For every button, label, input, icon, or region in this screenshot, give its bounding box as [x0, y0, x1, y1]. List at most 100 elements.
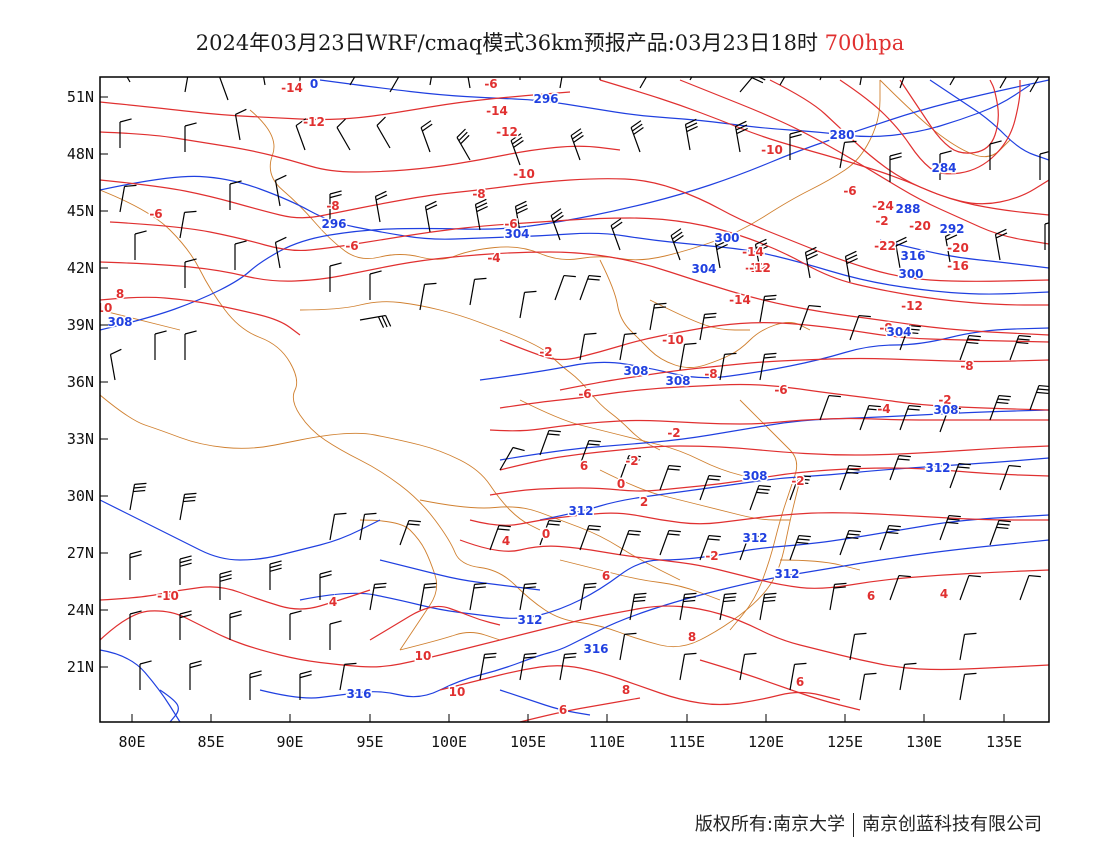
wind-barb-icon — [339, 662, 357, 691]
height-label: 304 — [504, 227, 529, 241]
wind-barb-icon — [619, 332, 637, 361]
wind-barb-icon — [959, 632, 977, 661]
temperature-label: -8 — [472, 187, 485, 201]
temperature-contour — [679, 79, 1049, 245]
wind-barb-icon — [670, 228, 684, 261]
temperature-label: -14 — [742, 245, 764, 259]
temperature-contour — [499, 322, 1049, 361]
temperature-contour — [459, 539, 1049, 589]
wind-barb-icon — [369, 582, 387, 611]
lon-tick-label: 120E — [748, 733, 784, 751]
temperature-label: -8 — [960, 359, 973, 373]
wind-barb-icon — [429, 77, 433, 86]
wind-barb-icon — [299, 77, 301, 90]
wind-barb-icon — [369, 270, 382, 300]
wind-barb-icon — [989, 140, 1002, 170]
wind-barb-icon — [479, 652, 497, 681]
wind-barb-icon — [959, 574, 981, 601]
wind-barb-icon — [424, 200, 438, 233]
temperature-contour — [769, 79, 1049, 205]
wind-barb-icon — [610, 218, 623, 251]
wind-barb-icon — [234, 240, 247, 270]
height-label: 312 — [568, 504, 593, 518]
wind-barb-icon — [179, 492, 197, 521]
temperature-label: -10 — [761, 143, 783, 157]
wind-barb-icon — [579, 582, 597, 611]
wind-barb-icon — [179, 555, 192, 585]
wind-barb-icon — [129, 550, 142, 580]
wind-barb-icon — [799, 304, 821, 331]
wind-barb-icon — [139, 660, 152, 690]
wind-barb-icon — [249, 670, 262, 700]
wind-barb-icon — [519, 290, 537, 319]
temperature-contour — [439, 665, 841, 706]
wind-barb-icon — [939, 150, 952, 180]
height-contour — [319, 79, 1031, 138]
temperature-label: -4 — [877, 402, 890, 416]
wind-barb-icon — [789, 130, 802, 160]
height-label: 296 — [533, 92, 558, 106]
temperature-label: 2 — [640, 495, 648, 509]
wind-barb-icon — [829, 582, 847, 611]
temperature-contour — [559, 357, 1049, 391]
wind-barb-icon — [999, 77, 1008, 89]
border-line — [299, 301, 501, 331]
wind-barb-icon — [319, 570, 332, 600]
wind-barb-icon — [420, 120, 433, 153]
wind-barb-icon — [559, 77, 563, 89]
height-label: 308 — [742, 469, 767, 483]
longitude-axis: 80E 85E 90E 95E 100E 105E 110E 115E 120E 125E 130E… — [118, 714, 1022, 751]
temperature-label: -8 — [704, 367, 717, 381]
wind-barb-icon — [376, 116, 391, 149]
temperature-label: -2 — [667, 426, 680, 440]
wind-barb-icon — [389, 77, 400, 93]
height-contour — [259, 539, 1049, 699]
height-contour — [100, 499, 381, 561]
wind-barb-icon — [329, 190, 342, 220]
lon-tick-label: 105E — [510, 733, 546, 751]
wind-barb-icon — [619, 529, 641, 556]
copyright-company: 南京创蓝科技有限公司 — [862, 814, 1042, 835]
wind-barb-icon — [699, 534, 721, 561]
lat-tick-label: 42N — [67, 259, 94, 277]
lat-tick-label: 30N — [67, 487, 94, 505]
wind-barb-icon — [879, 524, 901, 551]
temperature-label: -24 — [872, 199, 894, 213]
wind-barb-icon — [859, 77, 863, 86]
temperature-label: -6 — [149, 207, 162, 221]
border-line — [599, 259, 811, 368]
wind-barb-icon — [579, 332, 597, 361]
height-contour — [379, 559, 541, 591]
temperature-label: 4 — [502, 534, 510, 548]
border-line — [519, 399, 761, 481]
temperature-label: -6 — [843, 184, 856, 198]
wind-barb-icon — [109, 348, 122, 381]
border-line — [779, 559, 861, 571]
temperature-contour — [519, 697, 641, 722]
wind-barb-icon — [839, 140, 857, 169]
wind-barb-icon — [579, 439, 601, 466]
copyright-notice: 版权所有:南京大学 南京创蓝科技有限公司 — [695, 810, 1042, 837]
lat-tick-label: 45N — [67, 202, 94, 220]
wind-barb-icon — [659, 464, 681, 491]
wind-barb-icon — [189, 660, 202, 690]
wind-barb-icon — [894, 236, 908, 269]
height-contour — [100, 649, 181, 722]
wind-barb-icon — [1019, 574, 1041, 601]
wind-barb-icon — [184, 258, 197, 288]
wind-barb-icon — [579, 274, 601, 301]
temperature-label: 0 — [542, 527, 550, 541]
wind-barb-icon — [274, 236, 287, 269]
temperature-label: 6 — [559, 703, 567, 717]
wind-barb-icon — [699, 474, 721, 501]
temperature-label: 4 — [940, 587, 948, 601]
wind-barb-icon — [899, 404, 921, 431]
temperature-contour — [469, 512, 1049, 526]
wind-barb-icon — [889, 454, 911, 481]
temperature-contour — [100, 251, 1049, 336]
height-label: 284 — [931, 161, 956, 175]
temperature-label: -2 — [625, 454, 638, 468]
title-text: 2024年03月23日WRF/cmaq模式36km预报产品:03月23日18时 — [195, 31, 818, 55]
province-borders — [100, 79, 1011, 651]
wind-barb-icon — [126, 77, 131, 83]
